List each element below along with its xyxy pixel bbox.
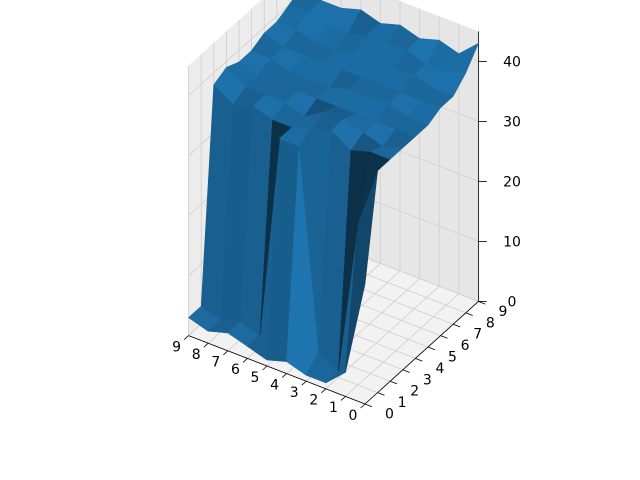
y-tick-label: 3 <box>423 372 432 388</box>
y-tick <box>453 323 461 328</box>
x-tick <box>340 396 346 401</box>
x-tick-label: 1 <box>329 400 338 416</box>
y-tick-label: 4 <box>435 361 444 377</box>
x-tick-label: 3 <box>290 385 299 401</box>
z-tick-label: 10 <box>503 235 521 251</box>
y-tick-label: 8 <box>486 315 495 331</box>
x-tick <box>183 335 189 340</box>
z-tick-label: 40 <box>503 55 521 71</box>
x-tick-label: 5 <box>251 370 260 386</box>
z-tick-label: 0 <box>508 295 517 311</box>
x-tick <box>262 365 268 371</box>
y-tick-label: 6 <box>461 338 470 354</box>
floor-grid-line <box>345 293 460 397</box>
x-tick-label: 9 <box>172 339 181 355</box>
x-tick <box>281 373 287 378</box>
y-tick-label: 2 <box>410 384 419 400</box>
x-tick <box>242 358 248 363</box>
x-tick-label: 0 <box>349 408 358 424</box>
y-tick <box>440 335 448 339</box>
z-tick-label: 30 <box>503 115 521 131</box>
y-tick <box>415 358 423 362</box>
surface <box>188 0 479 384</box>
y-tick-label: 5 <box>448 350 457 366</box>
x-tick <box>360 403 366 409</box>
x-tick <box>301 380 307 386</box>
tick-marks <box>183 61 487 409</box>
x-tick-label: 6 <box>231 362 240 378</box>
back-grid-line <box>188 0 295 96</box>
x-tick <box>203 342 209 348</box>
x-tick <box>223 350 229 356</box>
y-tick-label: 9 <box>498 304 507 320</box>
x-tick-label: 4 <box>270 377 279 393</box>
y-tick <box>390 380 398 385</box>
x-tick-label: 7 <box>211 355 220 371</box>
surface-face <box>445 43 479 74</box>
y-tick <box>364 403 373 408</box>
y-tick <box>377 392 385 396</box>
x-tick-label: 8 <box>192 347 201 363</box>
y-tick <box>402 369 410 373</box>
x-tick-label: 2 <box>309 393 318 409</box>
y-tick <box>427 346 436 351</box>
z-tick-label: 20 <box>503 175 521 191</box>
x-axis-line <box>188 335 366 405</box>
y-tick-label: 0 <box>385 407 394 423</box>
y-tick-label: 7 <box>473 327 482 343</box>
axis-lines <box>188 31 479 405</box>
y-tick <box>465 312 473 316</box>
x-tick <box>321 388 327 394</box>
y-tick <box>478 301 486 305</box>
y-tick-label: 1 <box>398 395 407 411</box>
y-axis-line <box>364 301 479 405</box>
